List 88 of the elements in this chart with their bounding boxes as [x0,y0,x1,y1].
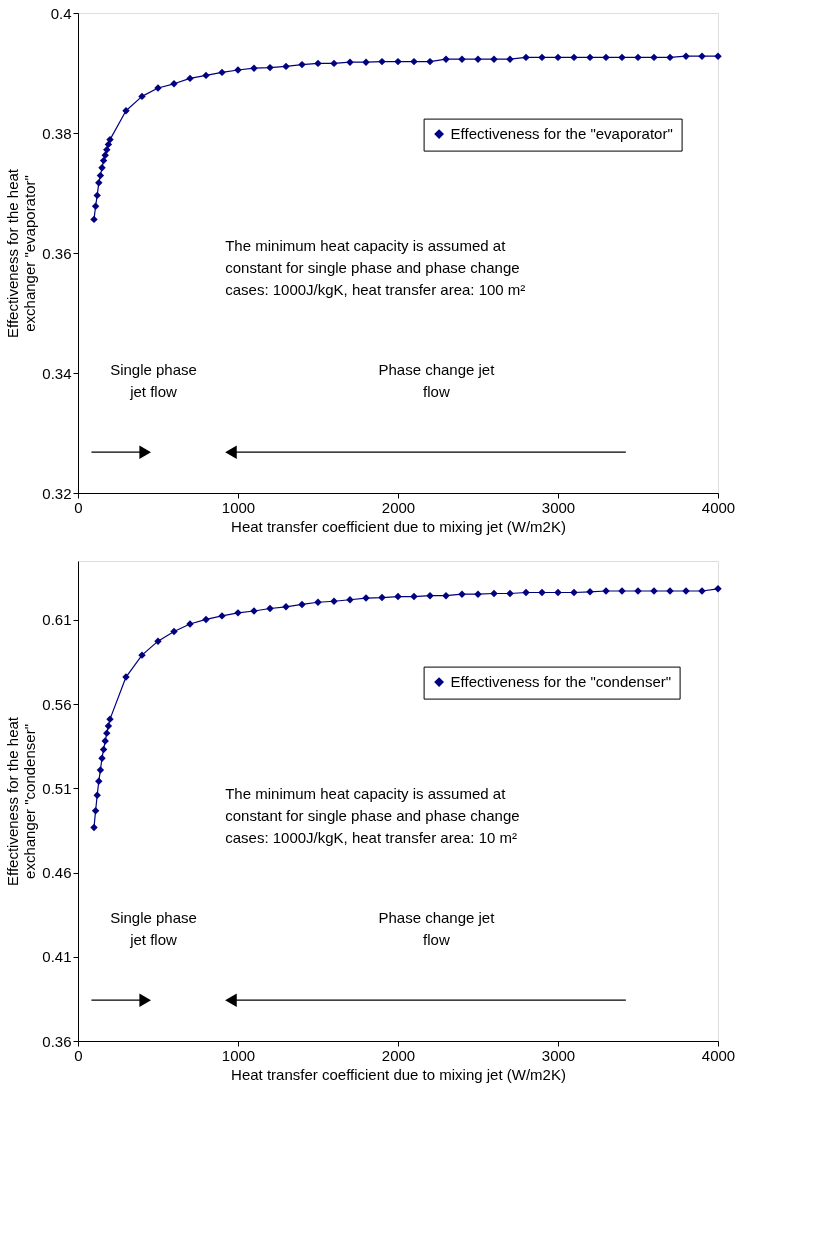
point [95,777,103,785]
point [170,627,178,636]
point [522,588,530,597]
y-tick-label: 0.36 [42,244,72,262]
y-tick-label: 0.56 [42,695,72,713]
point [634,53,642,62]
y-tick-label: 0.61 [42,611,72,629]
point [314,59,322,68]
point [91,807,100,815]
point [602,53,610,62]
point [538,588,546,597]
legend-label: Effectiveness for the "condenser" [450,673,672,691]
x-tick-label: 4000 [701,1046,736,1064]
x-tick-label: 3000 [541,1046,576,1064]
point [186,74,194,83]
x-tick-label: 0 [74,1046,83,1064]
y-tick-label: 0.46 [42,864,72,882]
point [106,135,114,144]
x-tick-label: 2000 [381,1046,416,1064]
point [101,151,109,159]
point [378,57,386,66]
point [298,600,306,609]
point [282,62,290,71]
point [554,53,562,62]
point [538,53,546,62]
y-tick-label: 0.51 [42,779,72,797]
point [618,53,626,62]
point [93,191,101,200]
point [104,722,113,730]
annotation: The minimum heat capacity is assumed at constant for single phase and phase change cases: 1000J/kgK, heat transfer area: 100 m² [225,236,526,298]
y-axis-title: Effectiveness for the heat exchanger "evaporator" [4,168,39,338]
point [522,53,530,62]
point [96,171,105,180]
point [218,68,226,77]
annotation: Single phase jet flow [110,361,197,401]
y-tick-label: 0.41 [42,948,72,966]
point [570,53,578,62]
y-axis-title: Effectiveness for the heat exchanger "condenser" [4,716,39,886]
point [586,53,594,62]
legend-label: Effectiveness for the "evaporator" [450,125,673,143]
point [95,179,103,187]
point [394,57,402,66]
point [93,791,101,799]
point [103,146,111,154]
point [410,592,418,601]
point [506,589,514,598]
x-tick-label: 3000 [541,498,576,516]
point [90,215,98,224]
point [426,57,434,66]
point [650,53,658,62]
point [378,593,386,602]
point [96,766,105,774]
x-tick-label: 0 [74,498,83,516]
point [330,59,338,68]
point [666,53,674,62]
x-tick-label: 4000 [701,498,736,516]
point [103,729,111,737]
y-tick-label: 0.38 [42,124,72,142]
x-axis-title: Heat transfer coefficient due to mixing jet (W/m2K) [231,517,566,535]
point [90,823,98,832]
y-tick-label: 0.34 [42,364,72,382]
annotation: Single phase jet flow [110,909,197,949]
point [490,589,498,598]
point [99,156,108,165]
y-tick-label: 0.32 [42,484,72,502]
annotation: The minimum heat capacity is assumed at constant for single phase and phase change cases: 1000J/kgK, heat transfer area: 10 m² [225,784,520,846]
point [202,71,210,80]
point [298,60,306,69]
point [202,615,210,624]
point [426,591,434,600]
point [266,604,274,613]
x-tick-label: 1000 [221,498,256,516]
point [410,57,418,66]
point [554,588,562,597]
point [442,591,450,600]
point [138,92,146,101]
annotation: Phase change jet flow [378,361,496,401]
point [91,202,100,210]
x-tick-label: 1000 [221,1046,256,1064]
point [266,63,274,72]
point [99,745,108,754]
x-axis-title: Heat transfer coefficient due to mixing jet (W/m2K) [231,1065,566,1083]
y-tick-label: 0.4 [50,4,72,22]
y-tick-label: 0.36 [42,1032,72,1050]
annotation: Phase change jet flow [378,909,496,949]
point [394,592,402,601]
point [570,588,578,597]
x-tick-label: 2000 [381,498,416,516]
